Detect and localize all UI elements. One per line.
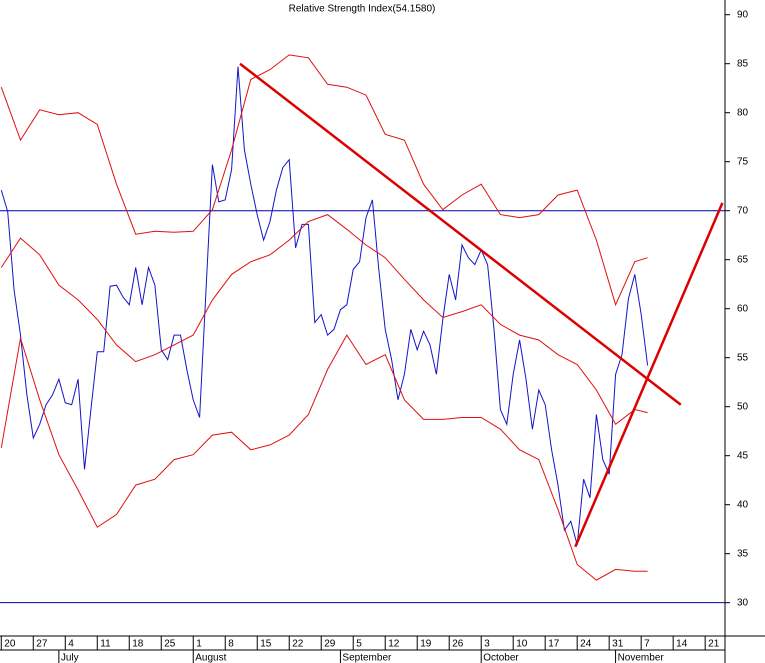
x-tick-label: 12 <box>388 639 400 650</box>
x-tick-label: 24 <box>580 639 592 650</box>
y-tick-label: 70 <box>737 205 749 216</box>
y-tick-label: 40 <box>737 499 749 510</box>
series-line <box>239 62 682 406</box>
x-tick-label: 10 <box>516 639 528 650</box>
y-tick-label: 50 <box>737 401 749 412</box>
series-line <box>0 66 649 546</box>
x-tick-label: 15 <box>260 639 272 650</box>
series-line <box>0 334 648 581</box>
month-label: August <box>195 653 226 663</box>
y-tick-label: 90 <box>737 9 749 20</box>
series-line <box>0 54 648 307</box>
x-tick-label: 31 <box>612 639 624 650</box>
y-tick-label: 75 <box>737 156 749 167</box>
x-tick-label: 22 <box>292 639 304 650</box>
x-tick-label: 17 <box>548 639 560 650</box>
x-tick-label: 27 <box>36 639 48 650</box>
x-tick-label: 11 <box>100 639 111 650</box>
chart-title: Relative Strength Index(54.1580) <box>289 4 436 15</box>
x-tick-label: 8 <box>228 639 234 650</box>
y-tick-label: 85 <box>737 58 749 69</box>
y-tick-label: 45 <box>737 450 749 461</box>
month-label: October <box>483 653 519 663</box>
x-tick-label: 26 <box>452 639 464 650</box>
x-tick-label: 19 <box>420 639 432 650</box>
y-tick-label: 65 <box>737 254 749 265</box>
y-tick-label: 55 <box>737 352 749 363</box>
x-tick-label: 5 <box>356 639 362 650</box>
y-tick-label: 30 <box>737 597 749 608</box>
x-tick-label: 21 <box>708 639 720 650</box>
x-tick-label: 7 <box>644 639 650 650</box>
month-label: November <box>618 653 665 663</box>
x-tick-label: 4 <box>68 639 74 650</box>
x-tick-label: 1 <box>196 639 202 650</box>
x-tick-label: 20 <box>4 639 16 650</box>
month-label: July <box>61 653 79 663</box>
x-tick-label: 14 <box>676 639 688 650</box>
y-tick-label: 80 <box>737 107 749 118</box>
x-tick-label: 3 <box>484 639 490 650</box>
series-line <box>574 202 724 548</box>
month-label: September <box>342 653 392 663</box>
y-tick-label: 60 <box>737 303 749 314</box>
x-tick-label: 25 <box>164 639 176 650</box>
y-tick-label: 35 <box>737 548 749 559</box>
series-line <box>0 214 648 426</box>
x-tick-label: 18 <box>132 639 144 650</box>
x-tick-label: 29 <box>324 639 336 650</box>
